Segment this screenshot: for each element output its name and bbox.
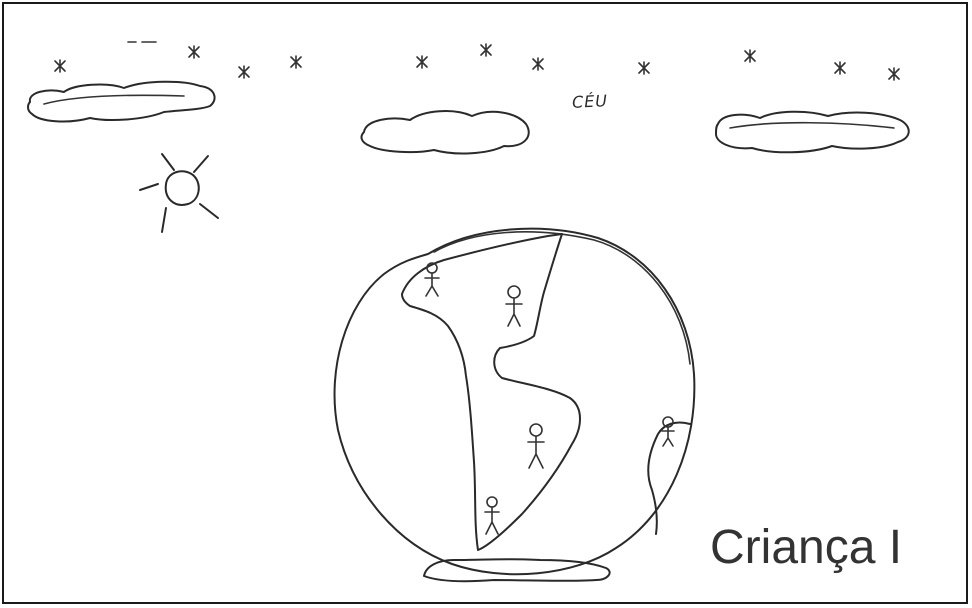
cloud-middle	[360, 110, 530, 155]
stick-figure	[527, 423, 545, 469]
star	[480, 43, 492, 57]
star	[888, 67, 900, 81]
stars	[54, 41, 900, 81]
continent-antarctica	[423, 558, 611, 583]
cloud-left	[27, 80, 216, 123]
continent-africa	[647, 421, 691, 535]
stick-figure	[505, 285, 523, 327]
cloud-right	[715, 110, 910, 154]
earth-globe	[333, 227, 696, 583]
caption: Criança I	[710, 521, 903, 574]
sky-label: CÉU	[571, 91, 609, 112]
cloud-left-inner	[43, 94, 185, 105]
star	[834, 61, 846, 75]
star	[532, 57, 544, 71]
cloud-right-inner	[729, 121, 895, 129]
star	[54, 59, 66, 73]
stick-figure	[424, 262, 440, 297]
sun-icon	[139, 153, 219, 233]
child-drawing	[27, 41, 910, 583]
star	[638, 61, 650, 75]
stick-figure	[661, 416, 675, 447]
continent-americas	[401, 233, 581, 551]
star	[416, 55, 428, 69]
stick-figure	[484, 496, 500, 535]
star	[188, 45, 200, 59]
star	[290, 55, 302, 69]
star	[238, 65, 250, 79]
star	[744, 49, 756, 63]
